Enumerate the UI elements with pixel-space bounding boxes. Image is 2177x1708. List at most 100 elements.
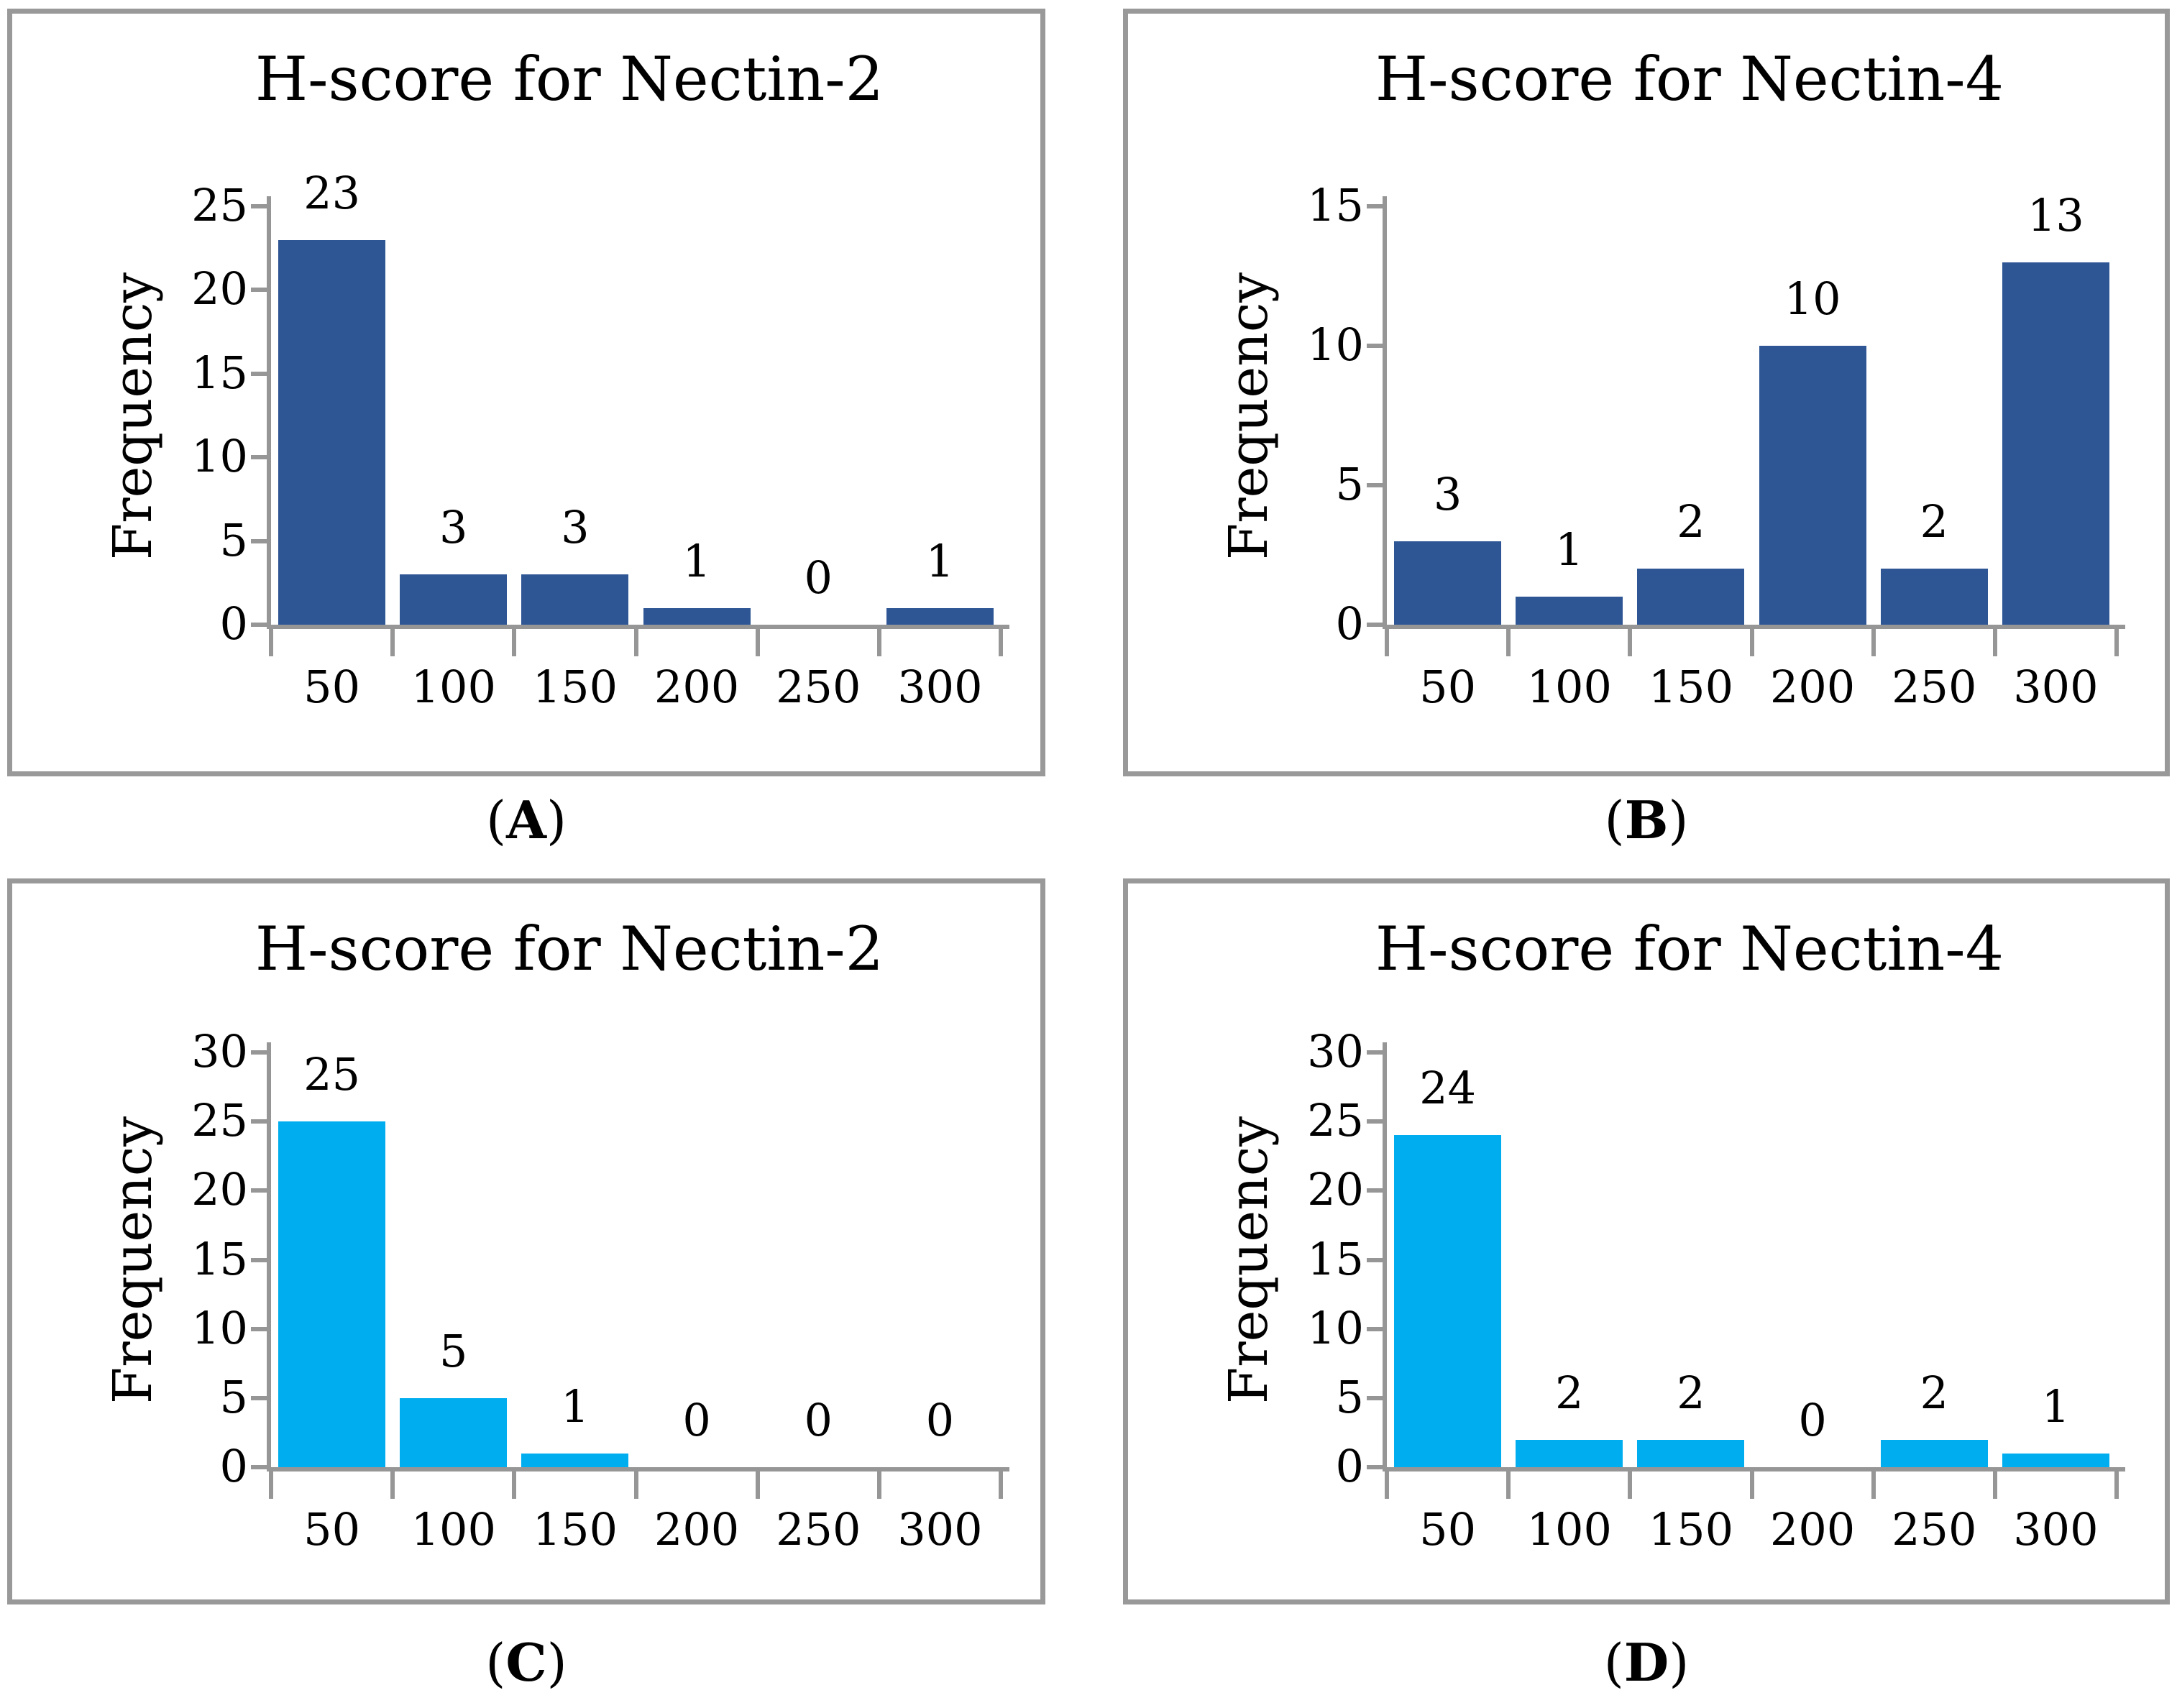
x-tick-mark xyxy=(1506,629,1511,656)
x-tick-label: 150 xyxy=(1648,1503,1734,1556)
x-tick-label: 100 xyxy=(411,661,496,713)
bar xyxy=(521,1453,629,1467)
caption-c: (C) xyxy=(7,1630,1045,1695)
caption-b: (B) xyxy=(1123,788,2170,853)
y-axis-line xyxy=(1383,1042,1387,1467)
x-tick-label: 150 xyxy=(532,1503,618,1556)
x-tick-label: 250 xyxy=(776,661,861,713)
y-tick-label: 20 xyxy=(1307,1163,1364,1216)
x-tick-mark xyxy=(755,1471,760,1499)
y-tick-label: 0 xyxy=(1335,597,1364,650)
x-axis-line xyxy=(1383,1467,2125,1471)
y-tick-label: 15 xyxy=(191,1232,248,1285)
bar-value-label: 1 xyxy=(682,534,711,587)
caption-d: (D) xyxy=(1123,1630,2170,1695)
x-tick-label: 50 xyxy=(303,1503,361,1556)
x-tick-mark xyxy=(2114,1471,2119,1499)
x-tick-mark xyxy=(1992,629,1997,656)
bar-value-label: 5 xyxy=(439,1324,468,1377)
y-tick-label: 5 xyxy=(1335,1370,1364,1423)
panel-chart-a: H-score for Nectin-2 Frequency 0 5 10 15 20 2… xyxy=(7,9,1045,776)
y-tick-mark xyxy=(1367,1395,1383,1400)
x-tick-mark xyxy=(1506,1471,1511,1499)
y-tick-label: 5 xyxy=(1335,458,1364,510)
bar xyxy=(1880,569,1988,625)
x-tick-label: 200 xyxy=(654,1503,740,1556)
bar-value-label: 2 xyxy=(1677,495,1705,548)
x-axis-line xyxy=(1383,625,2125,629)
x-tick-mark xyxy=(876,629,881,656)
x-tick-mark xyxy=(876,1471,881,1499)
chart-title: H-score for Nectin-2 xyxy=(255,44,884,114)
plot-area: 0 5 10 15 3 50 1 100 2 150 10 200 2 250 13 300 xyxy=(1307,180,2125,712)
caption-letter: D xyxy=(1623,1632,1669,1693)
x-tick-mark xyxy=(512,629,517,656)
y-tick-label: 20 xyxy=(191,262,248,316)
y-tick-label: 10 xyxy=(1307,318,1364,371)
x-tick-mark xyxy=(512,1471,517,1499)
bar-value-label: 23 xyxy=(303,166,361,219)
y-tick-label: 0 xyxy=(1335,1440,1364,1492)
caption-paren-open: ( xyxy=(1603,1633,1624,1693)
x-tick-label: 50 xyxy=(1419,1503,1477,1556)
x-tick-mark xyxy=(2114,629,2119,656)
caption-letter: C xyxy=(505,1632,547,1693)
plot-area: 0 5 10 15 20 25 30 24 50 2 100 2 150 0 200 2 250 1 300 xyxy=(1307,1027,2125,1555)
bar-value-label: 2 xyxy=(1677,1366,1705,1419)
y-axis-title: Frequency xyxy=(1218,272,1280,561)
bar xyxy=(1516,597,1623,625)
x-tick-label: 150 xyxy=(1648,661,1734,713)
y-tick-mark xyxy=(1367,204,1383,208)
x-tick-mark xyxy=(390,1471,395,1499)
y-tick-label: 5 xyxy=(219,513,248,566)
panel-chart-c: H-score for Nectin-2 Frequency 0 5 10 15 20 2… xyxy=(7,878,1045,1604)
y-tick-label: 10 xyxy=(1307,1301,1364,1354)
y-tick-label: 10 xyxy=(191,1301,248,1354)
bar-value-label: 13 xyxy=(2027,188,2084,242)
bar xyxy=(1394,541,1501,625)
chart-title: H-score for Nectin-4 xyxy=(1375,44,2004,114)
x-tick-label: 300 xyxy=(2013,1503,2099,1556)
y-tick-mark xyxy=(1367,483,1383,487)
y-tick-label: 25 xyxy=(191,1094,248,1147)
bar xyxy=(1880,1439,1988,1467)
y-axis-line xyxy=(267,196,271,625)
x-tick-mark xyxy=(269,1471,273,1499)
x-tick-mark xyxy=(633,629,638,656)
bar xyxy=(1637,569,1745,625)
plot-area: 0 5 10 15 20 25 23 50 3 100 3 150 1 200 0 250 1 300 xyxy=(191,167,1009,712)
caption-paren-close: ) xyxy=(1669,1633,1690,1693)
y-tick-mark xyxy=(251,1257,267,1262)
bar-value-label: 1 xyxy=(925,534,955,587)
bar-value-label: 2 xyxy=(1555,1366,1584,1419)
y-tick-label: 0 xyxy=(219,597,248,650)
y-tick-label: 0 xyxy=(219,1440,248,1492)
y-tick-label: 20 xyxy=(191,1163,248,1216)
x-tick-label: 100 xyxy=(1526,661,1612,713)
y-tick-mark xyxy=(1367,1050,1383,1055)
x-tick-label: 150 xyxy=(532,661,618,713)
x-tick-mark xyxy=(1871,629,1876,656)
y-axis-line xyxy=(1383,196,1387,625)
y-tick-mark xyxy=(1367,1257,1383,1262)
caption-paren-open: ( xyxy=(485,790,507,850)
bar-value-label: 1 xyxy=(2041,1379,2071,1433)
bar-value-label: 0 xyxy=(1798,1394,1827,1446)
y-tick-label: 15 xyxy=(1307,179,1364,231)
x-tick-label: 300 xyxy=(2013,661,2099,713)
y-tick-mark xyxy=(1367,1188,1383,1193)
x-tick-mark xyxy=(1749,1471,1754,1499)
x-tick-mark xyxy=(1385,629,1389,656)
x-tick-label: 200 xyxy=(1769,661,1856,713)
bar xyxy=(1637,1439,1745,1467)
chart-title: H-score for Nectin-2 xyxy=(255,914,884,984)
x-tick-label: 50 xyxy=(303,661,361,713)
y-tick-mark xyxy=(251,1188,267,1193)
caption-paren-open: ( xyxy=(1604,790,1625,850)
y-tick-label: 30 xyxy=(191,1025,248,1078)
bar xyxy=(400,1397,508,1467)
panel-chart-b: H-score for Nectin-4 Frequency 0 5 10 15 3 50… xyxy=(1123,9,2170,776)
x-tick-label: 200 xyxy=(654,661,740,713)
x-tick-mark xyxy=(1992,1471,1997,1499)
x-tick-label: 200 xyxy=(1769,1503,1856,1556)
